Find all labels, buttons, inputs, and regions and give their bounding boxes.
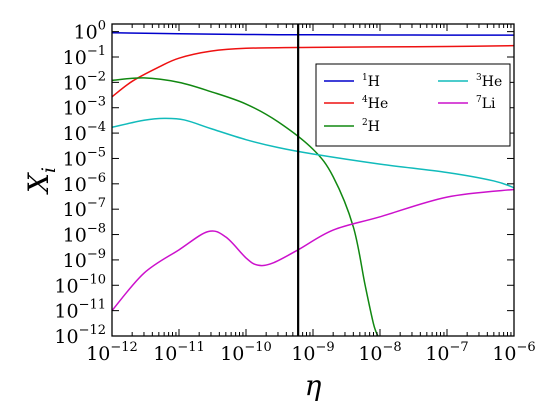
x-tick-labels: 10−12 10−11 10−10 10−9 10−8 10−7 10−6 (86, 340, 535, 365)
y-tick-label: 10−6 (63, 171, 106, 196)
x-tick-label: 10−11 (153, 340, 205, 365)
legend-entry: 4He (324, 95, 388, 112)
series-layer (112, 32, 514, 336)
y-tick-label: 10−9 (63, 247, 106, 272)
legend-label: 3He (476, 73, 502, 90)
plot-frame (111, 23, 515, 337)
y-tick-label: 10−2 (63, 69, 106, 94)
y-tick-label: 10−7 (63, 196, 106, 221)
legend: 1H 4He 2H 3He 7Li (315, 63, 511, 147)
y-tick-labels: 10010−110−210−310−410−510−610−710−810−91… (54, 19, 106, 348)
x-axis-label: η (305, 369, 322, 402)
y-tick-label: 10−1 (63, 44, 106, 69)
x-tick-label: 10−9 (291, 340, 334, 365)
y-axis-label: Xi (22, 167, 60, 195)
x-tick-label: 10−8 (358, 340, 401, 365)
legend-label: 7Li (476, 95, 496, 112)
legend-entry: 3He (438, 73, 502, 90)
y-tick-label: 10−4 (63, 120, 106, 145)
y-tick-label: 10−8 (63, 222, 106, 247)
y-axis-label-main: X (22, 172, 55, 195)
legend-label: 4He (362, 95, 388, 112)
y-tick-label: 10−11 (54, 298, 106, 323)
legend-entry: 7Li (438, 95, 496, 112)
svg-text:Xi: Xi (22, 167, 60, 195)
x-tick-label: 10−10 (220, 340, 272, 365)
series-line-0 (112, 32, 514, 36)
x-tick-label: 10−7 (425, 340, 468, 365)
y-axis-label-subscript: i (38, 167, 60, 173)
series-line-4 (112, 188, 514, 312)
y-tick-label: 10−10 (54, 272, 106, 297)
legend-entry: 1H (324, 73, 380, 90)
y-tick-label: 10−3 (63, 95, 106, 120)
series-line-1 (112, 44, 514, 98)
series-line-2 (112, 77, 379, 336)
legend-box (315, 63, 511, 147)
x-tick-label: 10−6 (492, 340, 535, 365)
legend-label: 2H (362, 118, 380, 135)
legend-entry: 2H (324, 118, 380, 135)
legend-label: 1H (362, 73, 380, 90)
series-line-3 (112, 117, 514, 189)
y-tick-label: 10−12 (54, 323, 106, 348)
y-tick-label: 10−5 (63, 145, 106, 170)
y-tick-label: 100 (74, 19, 106, 44)
x-tick-label: 10−12 (86, 340, 138, 365)
